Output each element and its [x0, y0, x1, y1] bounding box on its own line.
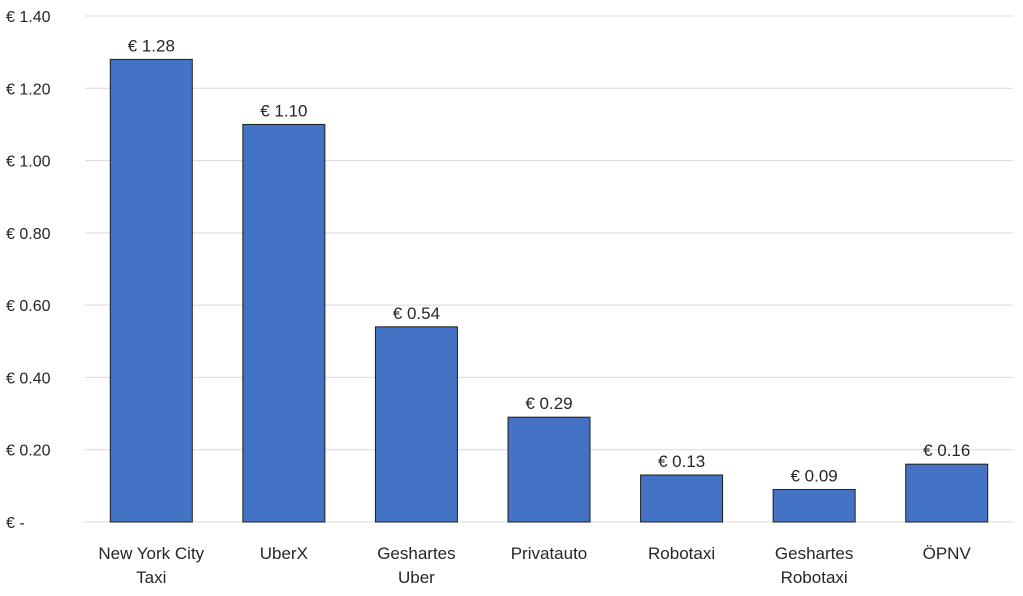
y-tick-label: € 1.40 — [6, 9, 51, 26]
x-category-label: ÖPNV — [923, 544, 972, 563]
y-tick-label: € 0.80 — [6, 226, 51, 243]
data-label: € 1.10 — [260, 101, 307, 120]
x-category-label: Geshartes — [775, 544, 853, 563]
y-tick-label: € 1.00 — [6, 154, 51, 171]
x-category-label: Geshartes — [377, 544, 455, 563]
x-category-label: New York City — [98, 544, 204, 563]
y-tick-label: € - — [6, 515, 25, 532]
x-category-label: Uber — [398, 568, 435, 587]
bar — [242, 123, 326, 523]
data-label: € 1.28 — [128, 36, 175, 55]
y-axis-tick-labels: € - € 0.20 € 0.40 € 0.60 € 0.80 € 1.00 € 1.20 €… — [6, 9, 51, 532]
data-label: € 0.29 — [525, 394, 572, 413]
x-category-label: Robotaxi — [781, 568, 848, 587]
bar — [374, 326, 458, 523]
x-category-label: Robotaxi — [648, 544, 715, 563]
y-tick-label: € 1.20 — [6, 81, 51, 98]
bar — [905, 463, 989, 523]
y-tick-label: € 0.20 — [6, 443, 51, 460]
bar — [772, 488, 856, 523]
bar — [640, 474, 724, 523]
data-label: € 0.09 — [791, 466, 838, 485]
data-label: € 0.54 — [393, 304, 440, 323]
x-category-label: Taxi — [136, 568, 166, 587]
bars — [109, 58, 989, 523]
bar — [507, 416, 591, 523]
bar — [109, 58, 193, 523]
data-label: € 0.16 — [923, 441, 970, 460]
data-labels: € 1.28 € 1.10 € 0.54 € 0.29 € 0.13 € 0.09 € 0.… — [128, 36, 971, 485]
y-tick-label: € 0.60 — [6, 298, 51, 315]
x-category-label: UberX — [260, 544, 308, 563]
data-label: € 0.13 — [658, 452, 705, 471]
x-category-label: Privatauto — [511, 544, 588, 563]
y-tick-label: € 0.40 — [6, 370, 51, 387]
gridlines — [85, 15, 1013, 523]
x-axis-category-labels: New York City Taxi UberX Geshartes Uber Priva… — [98, 544, 971, 587]
